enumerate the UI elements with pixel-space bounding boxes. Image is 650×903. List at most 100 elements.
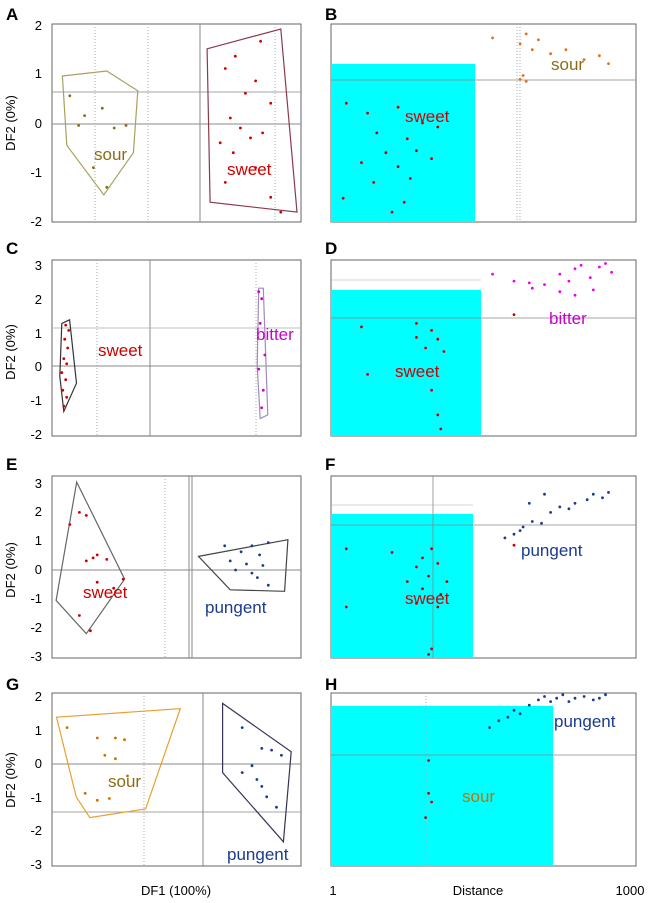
panel-F-pungent-point-6 [558,505,562,509]
panel-C-label-sweet: sweet [98,341,143,360]
panel-G-pungent-point-9 [275,805,278,809]
panel-G-pungent-point-6 [255,778,259,781]
panel-D-sweet-point-7 [366,373,369,376]
panel-D-bitter-point-0 [491,272,494,276]
panel-B-sweet-point-0 [344,101,348,105]
panel-C-sweet-point-5 [65,362,69,366]
panel-E-pungent-point-0 [223,544,227,548]
panel-B-sweet-point-9 [360,161,363,165]
panel-A-sweet-point-1 [259,39,262,43]
panel-C-bitter-point-4 [257,367,261,371]
panel-C-bitter-point-2 [258,322,262,325]
panel-F-sweet-point-2 [421,556,424,560]
panel-C-frame [51,259,302,437]
panel-D-sweet-point-11 [512,313,516,316]
panel-G-sour-point-3 [123,738,126,742]
panel-B-label-sour: sour [551,55,584,74]
panel-C-bitter-point-6 [260,406,264,410]
panel-F-label-pungent: pungent [521,541,583,560]
panel-A-label-sour: sour [94,145,127,164]
panel-A-plot [61,28,298,214]
panel-C-sweet-point-9 [65,395,69,399]
panel-C-ytick-4: -1 [30,393,42,408]
panel-G-label-pungent: pungent [227,845,289,864]
panel-A-sweet-point-9 [218,141,222,145]
panel-D-sweet-point-2 [430,329,433,332]
panel-A-sweet-point-10 [261,131,264,135]
panel-B-sweet-point-8 [415,149,418,153]
panel-C-sweet-point-6 [60,371,64,374]
panel-F-plot [344,491,610,656]
panel-C-bitter-point-1 [260,297,264,301]
panel-D-bitter-point-10 [598,265,601,269]
panel-G: 2 1 0 -1 -2 -3 DF2 (0%) sour pungent DF1… [3,689,302,898]
panel-B-sour-point-6 [564,48,568,52]
panel-F-sweet-point-10 [439,592,443,596]
panel-A-sour-point-2 [77,124,80,127]
panel-G-sour-point-6 [83,791,87,795]
panel-F-pungent-point-15 [518,529,522,532]
panel-A-sweet-point-6 [228,116,232,120]
panel-E-pungent-point-4 [258,553,261,557]
panel-F-sweet-point-14 [430,647,433,651]
panel-C: 3 2 1 0 -1 -2 DF2 (0%) sweet bitter [3,258,302,442]
panel-B-sweet-point-7 [384,151,388,155]
panel-A: 2 1 0 -1 -2 DF2 (0%) sour sweet [3,18,302,229]
panel-H-pungent-point-1 [518,712,522,716]
panel-F-pungent-point-4 [540,521,543,525]
panel-B-sweet-point-12 [372,181,376,184]
panel-E-label-sweet: sweet [83,583,128,602]
panel-G-ytick-0: 2 [35,689,42,704]
panel-F-pungent-point-14 [527,501,531,505]
panel-E-plot [55,480,289,635]
panel-E-ytick-6: -3 [30,649,42,664]
panel-D-label: D [325,239,337,258]
panel-H-plot [424,693,607,819]
panel-A-label: A [6,5,18,24]
panel-E-ytick-2: 1 [35,533,42,548]
panel-C-sweet-point-10 [62,404,66,408]
panel-B-label: B [325,5,337,24]
panel-E-ylabel: DF2 (0%) [3,542,18,598]
panel-D-bitter-point-4 [543,283,546,286]
panel-D-bitter-point-7 [573,267,577,271]
panel-G-ytick-4: -2 [30,823,42,838]
panel-H-pungent-point-5 [549,700,552,703]
panel-C-sweet-point-3 [66,346,70,350]
panel-B-sour-point-8 [598,54,601,58]
panel-F-sweet-point-1 [390,551,394,554]
panel-C-ytick-1: 2 [35,292,42,307]
panel-F-sweet-point-11 [436,605,440,609]
panel-F-sweet-point-12 [415,602,418,605]
panel-B-sweet-point-15 [402,200,406,204]
panel-E-pungent-point-3 [239,550,243,554]
panel-H-pungent-point-0 [512,708,516,712]
panel-F-sweet-point-0 [344,547,348,551]
panel-G-pungent-point-1 [260,747,264,750]
panel-H-pungent-point-6 [555,696,559,700]
panel-D-bitter-point-11 [604,262,607,265]
panel-D-bitter-point-5 [558,272,562,276]
panel-B-sour-point-3 [530,48,534,52]
panel-A-hull-sweet [206,28,298,213]
panel-E-pungent-point-9 [250,571,254,575]
panel-A-sour-point-6 [105,185,109,189]
panel-E-sweet-point-10 [89,629,92,633]
panel-C-bitter-point-3 [263,353,267,357]
panel-C-ytick-0: 3 [35,258,42,273]
panel-E-sweet-point-2 [84,514,88,517]
panel-H-label-pungent: pungent [554,712,616,731]
panel-C-sweet-point-7 [64,378,68,382]
panel-C-label-bitter: bitter [256,325,294,344]
panel-A-sweet-point-0 [233,54,237,58]
panel-B-sour-point-7 [582,58,586,61]
panel-F-sweet-point-9 [421,587,424,591]
panel-F-pungent-point-5 [549,511,552,514]
panel-D-sweet-point-10 [439,427,443,431]
panel-B-sweet-point-3 [421,121,424,125]
x-tick-right-1000: 1000 [616,883,645,898]
panel-E-ytick-3: 0 [35,562,42,577]
panel-B-sour-point-0 [491,36,494,40]
panel-D-bitter-point-8 [579,263,583,267]
